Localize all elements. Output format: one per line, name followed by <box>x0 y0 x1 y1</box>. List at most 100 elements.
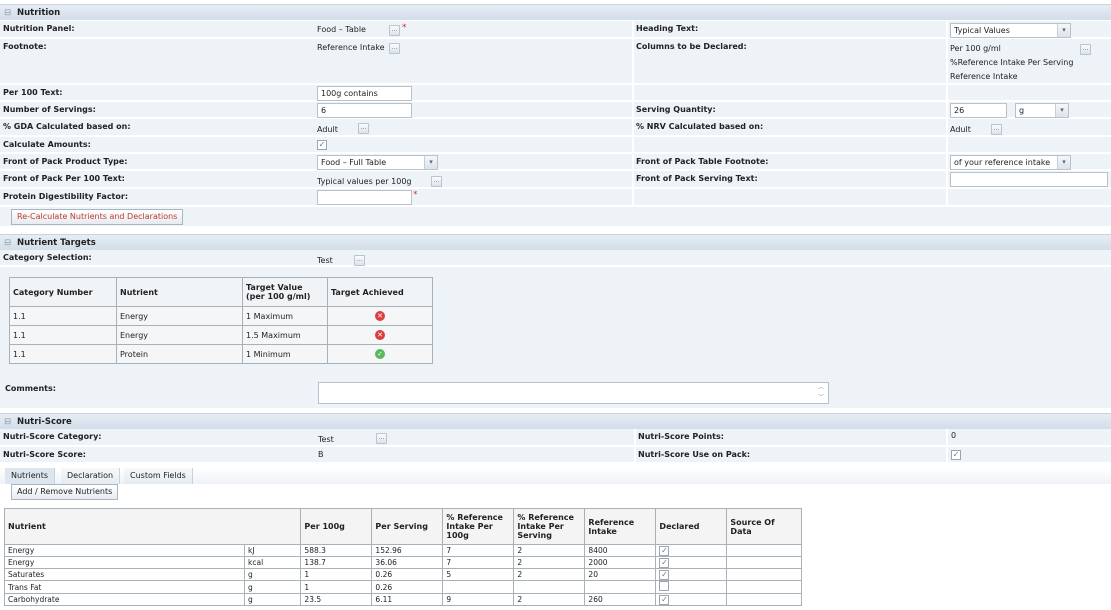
category-number-cell: 1.1 <box>9 306 117 326</box>
column-header: Category Number <box>9 277 117 307</box>
table-row: 1.1 Energy 1.5 Maximum ✕ <box>9 325 433 345</box>
nutrient-cell: Energy <box>116 325 243 345</box>
ri-per-serving-cell: 2 <box>513 544 586 557</box>
per-serving-cell: 152.96 <box>371 544 444 557</box>
gda-value: Adult <box>317 125 338 134</box>
collapse-icon[interactable]: ⊟ <box>4 417 12 427</box>
protein-digestibility-input[interactable] <box>317 190 412 205</box>
per-100g-cell: 1 <box>300 580 373 594</box>
nrv-value: Adult <box>950 125 971 134</box>
table-row: Carbohydrate g 23.5 6.11 9 2 260 ✓ <box>4 593 802 606</box>
nutrient-name-cell: Energy <box>4 544 245 557</box>
reference-intake-cell: 8400 <box>584 544 657 557</box>
category-selection-lookup-button[interactable]: ... <box>354 255 365 266</box>
nutri-score-category-value: Test <box>318 435 334 444</box>
ri-per-100g-cell: 7 <box>442 556 515 569</box>
protein-digestibility-label: Protein Digestibility Factor: <box>3 192 129 201</box>
category-selection-value: Test <box>317 256 333 265</box>
required-icon: * <box>402 23 407 33</box>
target-value-cell: 1.5 Maximum <box>242 325 328 345</box>
comments-label: Comments: <box>5 384 56 393</box>
tab-custom-fields[interactable]: Custom Fields <box>124 468 193 484</box>
source-of-data-cell <box>726 593 802 606</box>
serving-quantity-input[interactable]: 26 <box>950 103 1007 118</box>
row-recalc: Re-Calculate Nutrients and Declarations <box>0 207 1111 228</box>
footnote-lookup-button[interactable]: ... <box>389 43 400 54</box>
chevron-down-icon: ▾ <box>1057 156 1070 169</box>
row-protein: Protein Digestibility Factor: * <box>0 189 1111 207</box>
required-icon: * <box>413 190 418 200</box>
chevron-down-icon: ▾ <box>1055 104 1068 117</box>
table-row: Saturates g 1 0.26 5 2 20 ✓ <box>4 568 802 581</box>
row-footnote: Footnote: Reference Intake ... Columns t… <box>0 39 1111 85</box>
nutri-score-section-header[interactable]: ⊟ Nutri-Score <box>0 413 1111 429</box>
textarea-scroll-icon[interactable]: ︿ ﹀ <box>818 384 825 401</box>
per-serving-cell: 36.06 <box>371 556 444 569</box>
column-header: Target Value (per 100 g/ml) <box>242 277 328 307</box>
nutrition-panel-lookup-button[interactable]: ... <box>389 25 400 36</box>
fop-table-footnote-select[interactable]: of your reference intake ▾ <box>950 155 1071 170</box>
serving-unit-select[interactable]: g ▾ <box>1015 103 1069 118</box>
per-serving-cell: 6.11 <box>371 593 444 606</box>
heading-text-select[interactable]: Typical Values ▾ <box>950 23 1071 38</box>
fop-per100-value: Typical values per 100g <box>317 177 412 186</box>
nutri-score-use-on-pack-label: Nutri-Score Use on Pack: <box>638 450 751 459</box>
error-circle-icon: ✕ <box>375 330 385 340</box>
unit-cell: g <box>243 568 302 581</box>
nutrition-panel-label: Nutrition Panel: <box>3 24 75 33</box>
tab-declaration[interactable]: Declaration <box>61 468 121 484</box>
collapse-icon[interactable]: ⊟ <box>4 238 12 248</box>
number-of-servings-input[interactable]: 6 <box>317 103 412 118</box>
fop-serving-text-input[interactable] <box>950 172 1108 187</box>
chevron-down-icon: ▾ <box>1057 24 1070 37</box>
declared-checkbox[interactable]: ✓ <box>659 545 670 556</box>
collapse-icon[interactable]: ⊟ <box>4 8 12 18</box>
row-nutri-score-score: Nutri-Score Score: B Nutri-Score Use on … <box>0 447 1111 464</box>
ri-per-100g-cell: 7 <box>442 544 515 557</box>
row-nutri-score-category: Nutri-Score Category: Test ... Nutri-Sco… <box>0 429 1111 447</box>
fop-per100-lookup-button[interactable]: ... <box>431 176 442 187</box>
row-servings: Number of Servings: 6 Serving Quantity: … <box>0 102 1111 119</box>
reference-intake-cell <box>584 580 657 594</box>
chevron-down-icon: ▾ <box>424 156 437 169</box>
declared-checkbox[interactable]: ✓ <box>659 557 670 568</box>
declared-checkbox[interactable] <box>659 581 670 591</box>
nutrient-name-cell: Carbohydrate <box>4 593 245 606</box>
recalculate-button[interactable]: Re-Calculate Nutrients and Declarations <box>11 209 184 225</box>
column-header: Per 100g <box>300 508 373 545</box>
declared-checkbox[interactable]: ✓ <box>659 569 670 580</box>
fop-product-type-select[interactable]: Food – Full Table ▾ <box>317 155 438 170</box>
target-value-cell: 1 Maximum <box>242 306 328 326</box>
nutri-score-use-on-pack-checkbox[interactable]: ✓ <box>951 450 961 460</box>
per100-text-input[interactable]: 100g contains <box>317 86 412 101</box>
number-of-servings-label: Number of Servings: <box>3 105 96 114</box>
add-remove-nutrients-button[interactable]: Add / Remove Nutrients <box>11 484 119 500</box>
calculate-amounts-checkbox[interactable]: ✓ <box>317 140 327 150</box>
nutrition-section-header[interactable]: ⊟ Nutrition <box>0 4 1111 20</box>
nutri-score-category-label: Nutri-Score Category: <box>3 432 102 441</box>
comments-textarea[interactable] <box>318 382 829 404</box>
nutrient-targets-section-header[interactable]: ⊟ Nutrient Targets <box>0 234 1111 250</box>
column-header: Reference Intake <box>584 508 657 545</box>
fop-per100-label: Front of Pack Per 100 Text: <box>3 174 125 183</box>
tab-nutrients[interactable]: Nutrients <box>5 468 55 484</box>
nutrient-name-cell: Trans Fat <box>4 580 245 594</box>
per-serving-cell: 0.26 <box>371 568 444 581</box>
gda-lookup-button[interactable]: ... <box>358 123 369 134</box>
fop-serving-text-label: Front of Pack Serving Text: <box>636 174 758 183</box>
ri-per-100g-cell: 9 <box>442 593 515 606</box>
row-fop-type: Front of Pack Product Type: Food – Full … <box>0 154 1111 171</box>
nrv-lookup-button[interactable]: ... <box>991 124 1002 135</box>
declared-checkbox[interactable]: ✓ <box>659 594 670 605</box>
gda-label: % GDA Calculated based on: <box>3 122 131 131</box>
category-number-cell: 1.1 <box>9 344 117 364</box>
row-category-selection: Category Selection: Test ... <box>0 250 1111 267</box>
declared-cell <box>655 580 728 594</box>
nutrient-cell: Protein <box>116 344 243 364</box>
ri-per-100g-cell <box>442 580 515 594</box>
unit-cell: kcal <box>243 556 302 569</box>
nutri-score-category-lookup-button[interactable]: ... <box>376 433 387 444</box>
column-header: Nutrient <box>116 277 243 307</box>
declared-cell: ✓ <box>655 593 728 606</box>
columns-declared-lookup-button[interactable]: ... <box>1080 44 1091 55</box>
